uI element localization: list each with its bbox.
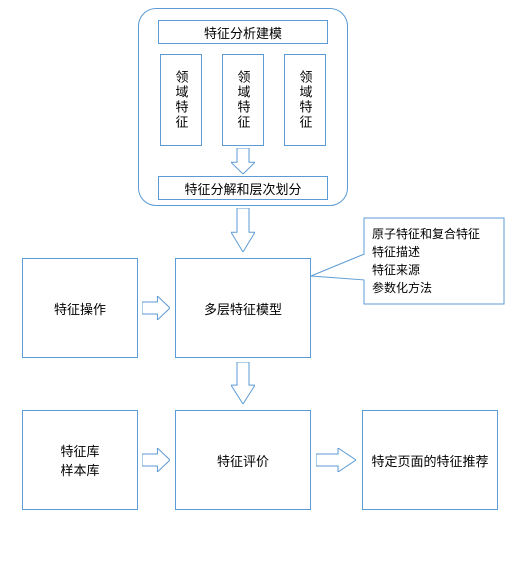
arrow-5	[316, 448, 356, 477]
arrow-2	[231, 362, 255, 409]
ops-box: 特征操作	[22, 258, 138, 358]
domain-box-0: 领域特征	[160, 54, 202, 146]
model-box: 多层特征模型	[175, 258, 311, 358]
title-box: 特征分析建模	[158, 20, 328, 44]
arrow-0	[231, 148, 255, 179]
eval-box: 特征评价	[175, 410, 311, 510]
arrow-1	[231, 208, 255, 257]
lib-box: 特征库样本库	[22, 410, 138, 510]
callout: 原子特征和复合特征特征描述特征来源参数化方法	[364, 218, 504, 304]
domain-box-2: 领域特征	[284, 54, 326, 146]
domain-box-1: 领域特征	[222, 54, 264, 146]
decomp-box: 特征分解和层次划分	[158, 176, 328, 200]
arrow-3	[142, 296, 170, 325]
arrow-4	[142, 448, 170, 477]
rec-box: 特定页面的特征推荐	[362, 410, 498, 510]
